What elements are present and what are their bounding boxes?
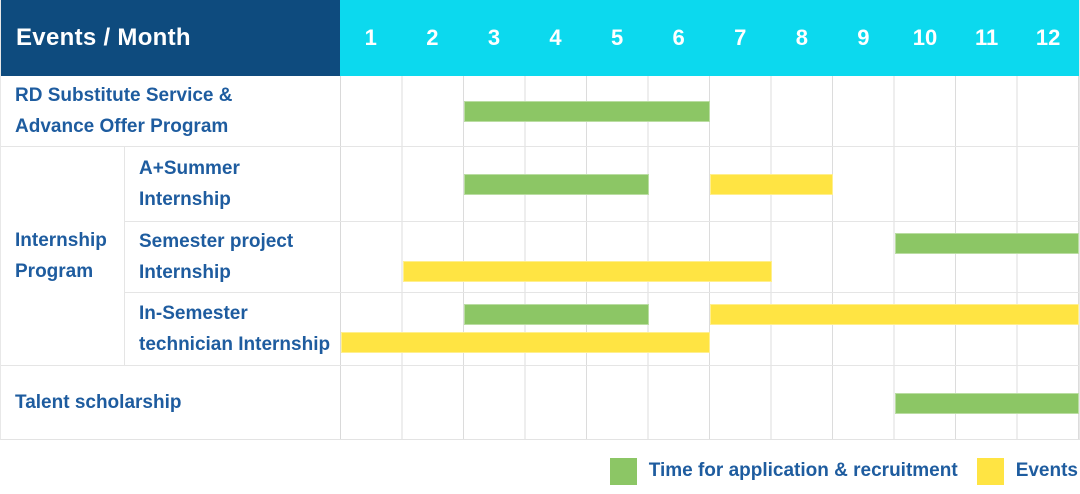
month-tick-10: 10 <box>912 25 938 50</box>
month-tick-8: 8 <box>795 25 808 50</box>
group-rows: A+Summer Internship Semester project Int… <box>124 147 1079 365</box>
month-tick-12: 12 <box>1035 25 1061 50</box>
group-label-internship-program: Internship Program <box>1 147 124 365</box>
gantt-bar-events <box>402 260 772 282</box>
row-label-line: In-Semester <box>139 303 248 325</box>
row-label-line: Internship <box>139 261 231 283</box>
gantt-bar-recruitment <box>464 101 710 122</box>
legend-swatch-recruitment <box>609 457 637 485</box>
month-tick-1: 1 <box>364 25 377 50</box>
row-label-line: Advance Offer Program <box>15 116 229 137</box>
group-label-line: Program <box>15 261 94 282</box>
row-label-line: Talent scholarship <box>15 392 182 413</box>
legend: Time for application & recruitment Event… <box>609 450 1080 492</box>
gantt-bar-events <box>710 304 1079 326</box>
row-label-in-semester-technician-internship: In-Semester technician Internship <box>125 293 340 365</box>
month-tick-7: 7 <box>734 25 747 50</box>
gantt-bar-events <box>710 173 833 195</box>
month-tick-5: 5 <box>610 25 624 50</box>
table-header: Events / Month 1 2 3 4 5 6 7 8 9 10 11 1… <box>1 0 1079 76</box>
corner-header: Events / Month <box>1 0 340 76</box>
row-label-line: Semester project <box>139 230 294 252</box>
month-tick-6: 6 <box>672 25 685 50</box>
group-internship-program: Internship Program A+Summer Internship S… <box>1 147 1079 366</box>
gantt-track-rd-substitute-service <box>340 76 1079 146</box>
row-label-talent-scholarship: Talent scholarship <box>1 366 340 439</box>
group-label-line: Internship <box>15 230 107 251</box>
row-label-rd-substitute-service: RD Substitute Service & Advance Offer Pr… <box>1 76 340 146</box>
table-row: Semester project Internship <box>125 221 1079 294</box>
month-tick-4: 4 <box>549 25 562 50</box>
table-row: A+Summer Internship <box>125 147 1079 222</box>
month-tick-2: 2 <box>426 25 439 50</box>
row-label-line: Internship <box>139 188 231 210</box>
gantt-track-in-semester-technician-internship <box>340 293 1079 365</box>
table-row: In-Semester technician Internship <box>125 293 1079 365</box>
gantt-bar-recruitment <box>894 392 1079 414</box>
gantt-bar-recruitment <box>464 173 649 195</box>
legend-label-events: Events <box>1015 460 1078 481</box>
row-label-line: RD Substitute Service & <box>15 85 233 106</box>
gantt-track-talent-scholarship <box>340 366 1079 439</box>
month-tick-11: 11 <box>974 25 999 50</box>
gantt-track-a-plus-summer-internship <box>340 147 1079 221</box>
legend-swatch-events <box>976 457 1004 485</box>
row-label-a-plus-summer-internship: A+Summer Internship <box>125 147 340 221</box>
legend-label-recruitment: Time for application & recruitment <box>648 460 958 481</box>
gantt-bar-recruitment <box>464 304 649 326</box>
gantt-track-semester-project-internship <box>340 221 1079 293</box>
gantt-bar-events <box>341 332 710 354</box>
row-label-semester-project-internship: Semester project Internship <box>125 222 340 293</box>
schedule-table: Events / Month 1 2 3 4 5 6 7 8 9 10 11 1… <box>0 0 1080 440</box>
row-label-line: technician Internship <box>139 334 331 356</box>
month-axis: 1 2 3 4 5 6 7 8 9 10 11 12 <box>340 0 1079 76</box>
table-row: Talent scholarship <box>1 366 1079 439</box>
table-row: RD Substitute Service & Advance Offer Pr… <box>1 76 1079 147</box>
row-label-line: A+Summer <box>139 157 240 179</box>
month-tick-9: 9 <box>857 25 870 50</box>
month-tick-3: 3 <box>487 25 501 50</box>
gantt-bar-recruitment <box>894 232 1079 254</box>
